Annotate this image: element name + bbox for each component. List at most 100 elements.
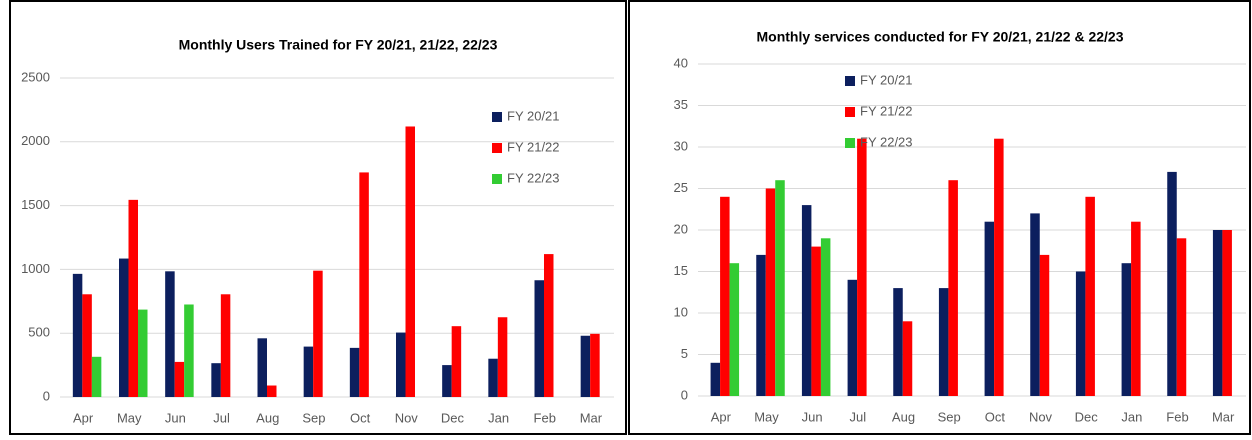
bar bbox=[938, 288, 949, 396]
y-tick-label: 5 bbox=[681, 346, 688, 361]
x-tick-label: Feb bbox=[1166, 409, 1188, 424]
bar bbox=[534, 280, 544, 397]
bar bbox=[847, 279, 858, 396]
bar bbox=[710, 362, 721, 396]
bar bbox=[984, 221, 995, 396]
bar bbox=[1131, 221, 1141, 396]
bar bbox=[590, 333, 600, 397]
y-tick-label: 500 bbox=[28, 325, 50, 340]
bar bbox=[82, 294, 92, 397]
x-tick-label: Aug bbox=[256, 410, 279, 425]
x-tick-label: Feb bbox=[534, 410, 556, 425]
x-tick-label: Sep bbox=[938, 409, 961, 424]
bar bbox=[893, 288, 903, 396]
x-tick-label: Sep bbox=[302, 410, 325, 425]
legend-swatch bbox=[845, 76, 855, 86]
bar bbox=[405, 126, 415, 397]
bar bbox=[1039, 254, 1050, 396]
bar bbox=[1121, 263, 1132, 396]
x-tick-label: Jun bbox=[802, 409, 823, 424]
legend-label: FY 22/23 bbox=[507, 170, 560, 185]
y-tick-label: 35 bbox=[674, 97, 688, 112]
bar bbox=[1176, 238, 1187, 396]
x-tick-label: May bbox=[754, 409, 779, 424]
bar bbox=[948, 180, 958, 396]
bar bbox=[303, 346, 314, 397]
bar bbox=[91, 356, 102, 397]
bar bbox=[544, 254, 554, 397]
bar bbox=[442, 365, 452, 397]
bar bbox=[1212, 230, 1223, 396]
x-tick-label: Jun bbox=[165, 410, 186, 425]
bar bbox=[257, 338, 267, 397]
x-tick-label: Jan bbox=[488, 410, 509, 425]
bar bbox=[267, 385, 277, 397]
bar bbox=[313, 270, 323, 397]
y-tick-label: 0 bbox=[681, 387, 688, 402]
bar bbox=[1222, 230, 1232, 396]
bar bbox=[1030, 213, 1040, 396]
bar bbox=[1075, 271, 1086, 396]
bar bbox=[349, 347, 360, 397]
y-tick-label: 1000 bbox=[21, 261, 50, 276]
bar bbox=[184, 304, 194, 397]
y-tick-label: 1500 bbox=[21, 197, 50, 212]
bar bbox=[801, 205, 812, 396]
bar bbox=[451, 326, 462, 397]
y-tick-label: 2500 bbox=[21, 69, 50, 84]
x-tick-label: Nov bbox=[1029, 409, 1053, 424]
y-tick-label: 10 bbox=[674, 304, 688, 319]
bar bbox=[497, 317, 508, 397]
bar bbox=[138, 309, 148, 397]
y-tick-label: 20 bbox=[674, 221, 688, 236]
bar bbox=[488, 358, 498, 397]
y-tick-label: 30 bbox=[674, 138, 688, 153]
x-tick-label: Oct bbox=[985, 409, 1006, 424]
x-tick-label: Apr bbox=[73, 410, 94, 425]
bar bbox=[729, 263, 740, 396]
x-tick-label: Dec bbox=[1075, 409, 1099, 424]
legend-swatch bbox=[845, 138, 855, 148]
legend-swatch bbox=[845, 107, 855, 117]
bar bbox=[1167, 171, 1177, 396]
bar bbox=[580, 335, 591, 397]
bar bbox=[359, 172, 369, 397]
bar bbox=[811, 246, 821, 396]
bar bbox=[174, 361, 185, 397]
chart-title: Monthly Users Trained for FY 20/21, 21/2… bbox=[179, 37, 498, 53]
x-tick-label: Oct bbox=[350, 410, 371, 425]
bar bbox=[765, 188, 776, 396]
bar bbox=[220, 294, 231, 397]
legend-swatch bbox=[492, 143, 502, 153]
y-tick-label: 0 bbox=[43, 388, 50, 403]
bar bbox=[994, 138, 1004, 396]
bar bbox=[165, 271, 175, 397]
bar bbox=[211, 363, 221, 397]
y-tick-label: 15 bbox=[674, 263, 688, 278]
x-tick-label: Aug bbox=[892, 409, 915, 424]
legend-label: FY 22/23 bbox=[860, 134, 913, 149]
bar bbox=[720, 196, 730, 396]
legend-label: FY 21/22 bbox=[507, 139, 560, 154]
x-tick-label: May bbox=[117, 410, 142, 425]
x-tick-label: Dec bbox=[441, 410, 465, 425]
x-tick-label: Jul bbox=[850, 409, 867, 424]
bar bbox=[396, 332, 406, 397]
x-tick-label: Mar bbox=[580, 410, 603, 425]
bar bbox=[775, 180, 785, 396]
y-tick-label: 40 bbox=[674, 55, 688, 70]
y-tick-label: 25 bbox=[674, 180, 688, 195]
bar bbox=[902, 321, 913, 396]
legend-swatch bbox=[492, 112, 502, 122]
panel-border bbox=[628, 0, 1251, 435]
bar bbox=[128, 199, 138, 397]
bar bbox=[857, 138, 867, 396]
bar bbox=[119, 258, 129, 397]
bar bbox=[820, 238, 831, 396]
legend-label: FY 20/21 bbox=[860, 72, 913, 87]
x-tick-label: Apr bbox=[711, 409, 732, 424]
x-tick-label: Jul bbox=[213, 410, 230, 425]
x-tick-label: Nov bbox=[395, 410, 419, 425]
legend-label: FY 21/22 bbox=[860, 103, 913, 118]
